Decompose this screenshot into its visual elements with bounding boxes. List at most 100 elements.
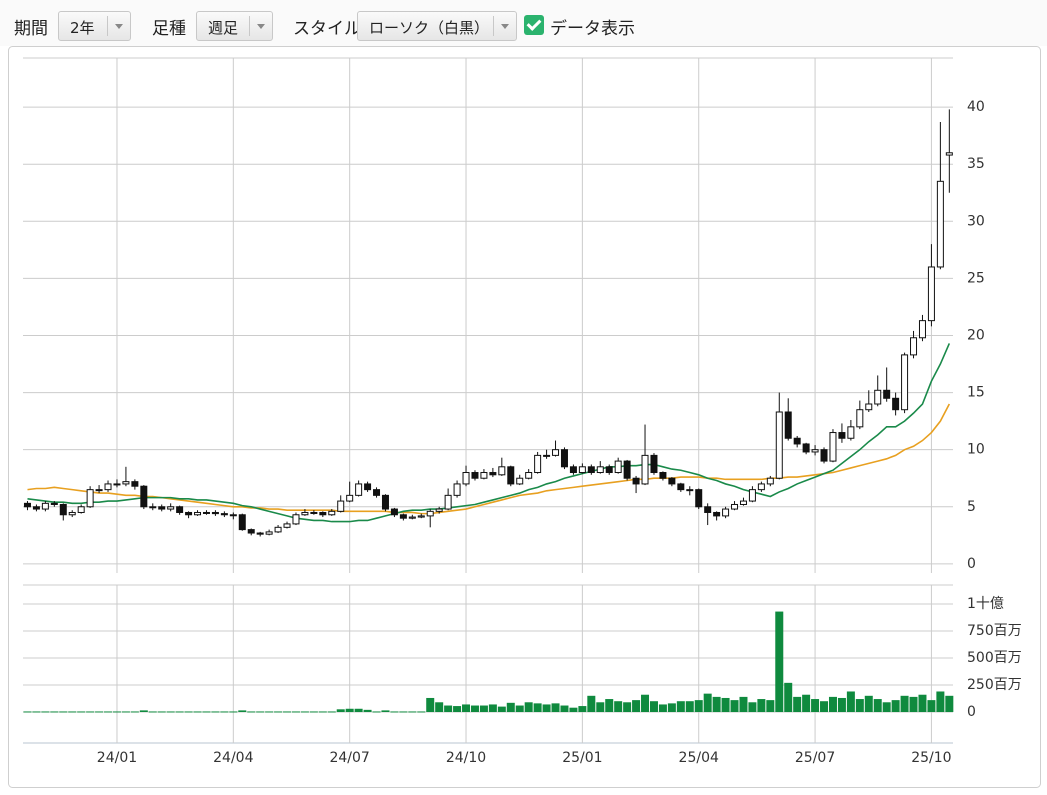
data-checkbox[interactable] bbox=[524, 15, 544, 35]
volume-bar bbox=[363, 709, 372, 713]
candle-body bbox=[731, 503, 739, 510]
volume-bar bbox=[658, 704, 667, 713]
volume-bar bbox=[748, 702, 757, 713]
data-label: データ表示 bbox=[550, 19, 635, 39]
candle-body bbox=[104, 483, 112, 491]
volume-bar bbox=[354, 708, 363, 713]
candle-body bbox=[811, 449, 819, 453]
candle-body bbox=[892, 397, 900, 411]
candle-body bbox=[337, 500, 345, 512]
candle-body bbox=[86, 489, 94, 508]
candle-body bbox=[605, 466, 613, 474]
candle-body bbox=[936, 180, 944, 268]
volume-bar bbox=[318, 711, 327, 713]
candle-body bbox=[185, 511, 193, 516]
volume-bar bbox=[828, 696, 837, 713]
volume-bar bbox=[453, 706, 462, 713]
candle-body bbox=[489, 472, 497, 476]
candle-body bbox=[140, 485, 148, 508]
candle-body bbox=[704, 506, 712, 513]
volume-bar bbox=[560, 705, 569, 713]
candle-body bbox=[32, 506, 40, 510]
volume-bar bbox=[336, 709, 345, 713]
bar-select[interactable]: 週足 bbox=[196, 11, 273, 41]
candle-body bbox=[77, 506, 85, 513]
bar-label: 足種 bbox=[152, 19, 186, 39]
y2-tick-label: 0 bbox=[967, 704, 976, 720]
volume-bar bbox=[32, 711, 41, 713]
candle-body bbox=[596, 466, 604, 474]
candle-body bbox=[444, 494, 452, 510]
y-tick-label: 35 bbox=[967, 156, 985, 172]
candle-body bbox=[23, 502, 31, 508]
y-tick-label: 10 bbox=[967, 442, 985, 458]
candle-body bbox=[659, 472, 667, 479]
volume-bar bbox=[685, 701, 694, 713]
candle-body bbox=[453, 483, 461, 496]
volume-bar bbox=[68, 711, 77, 713]
candle-body bbox=[274, 526, 282, 533]
y-tick-label: 20 bbox=[967, 327, 985, 343]
volume-bar bbox=[811, 699, 820, 713]
volume-bar bbox=[578, 706, 587, 713]
y-tick-label: 15 bbox=[967, 385, 985, 401]
volume-bar bbox=[283, 711, 292, 713]
ma-line bbox=[27, 343, 951, 523]
candle-body bbox=[149, 506, 157, 509]
candle-body bbox=[847, 426, 855, 439]
volume-bar bbox=[426, 697, 435, 713]
y2-tick-label: 250百万 bbox=[967, 677, 1022, 693]
candle-body bbox=[748, 489, 756, 502]
candle-body bbox=[552, 449, 560, 456]
x-tick-label: 25/07 bbox=[795, 750, 835, 766]
candle-body bbox=[865, 403, 873, 411]
y-tick-label: 40 bbox=[967, 99, 985, 115]
candle-body bbox=[632, 477, 640, 485]
candle-body bbox=[238, 514, 246, 531]
volume-bar bbox=[515, 705, 524, 713]
volume-bar bbox=[220, 711, 229, 713]
period-select[interactable]: 2年 bbox=[58, 11, 131, 41]
candle-body bbox=[131, 481, 139, 487]
x-tick-label: 24/01 bbox=[97, 750, 137, 766]
candle-body bbox=[247, 529, 255, 534]
candle-body bbox=[167, 506, 175, 510]
volume-bar bbox=[238, 710, 247, 713]
volume-bar bbox=[802, 694, 811, 713]
candle-body bbox=[319, 511, 327, 516]
x-tick-label: 24/07 bbox=[329, 750, 369, 766]
volume-bar bbox=[95, 711, 104, 713]
volume-bar bbox=[649, 701, 658, 713]
volume-bar bbox=[927, 700, 936, 713]
chart-frame bbox=[8, 46, 1041, 788]
candle-body bbox=[417, 515, 425, 518]
x-tick-label: 25/04 bbox=[679, 750, 719, 766]
candle-body bbox=[328, 510, 336, 516]
candle-body bbox=[50, 502, 58, 505]
volume-bar bbox=[837, 697, 846, 713]
candle-body bbox=[220, 513, 228, 516]
volume-bar bbox=[551, 703, 560, 713]
candle-body bbox=[883, 389, 891, 399]
candle-body bbox=[910, 337, 918, 356]
candle-body bbox=[927, 266, 935, 322]
volume-bar bbox=[694, 700, 703, 713]
candle-body bbox=[623, 460, 631, 479]
y2-tick-label: 500百万 bbox=[967, 650, 1022, 666]
candle-body bbox=[775, 411, 783, 479]
candle-body bbox=[381, 494, 389, 510]
volume-bar bbox=[721, 697, 730, 713]
candle-body bbox=[793, 437, 801, 445]
volume-bar bbox=[918, 694, 927, 713]
volume-bar bbox=[157, 711, 166, 713]
candle-body bbox=[874, 389, 882, 405]
candle-body bbox=[587, 466, 595, 474]
candle-body bbox=[122, 481, 130, 485]
candle-body bbox=[202, 511, 210, 514]
x-tick-label: 25/01 bbox=[562, 750, 602, 766]
candle-body bbox=[256, 532, 264, 535]
volume-bar bbox=[229, 711, 238, 713]
style-select[interactable]: ローソク（白黒） bbox=[357, 11, 517, 41]
volume-bar bbox=[121, 711, 130, 713]
candle-body bbox=[534, 454, 542, 474]
